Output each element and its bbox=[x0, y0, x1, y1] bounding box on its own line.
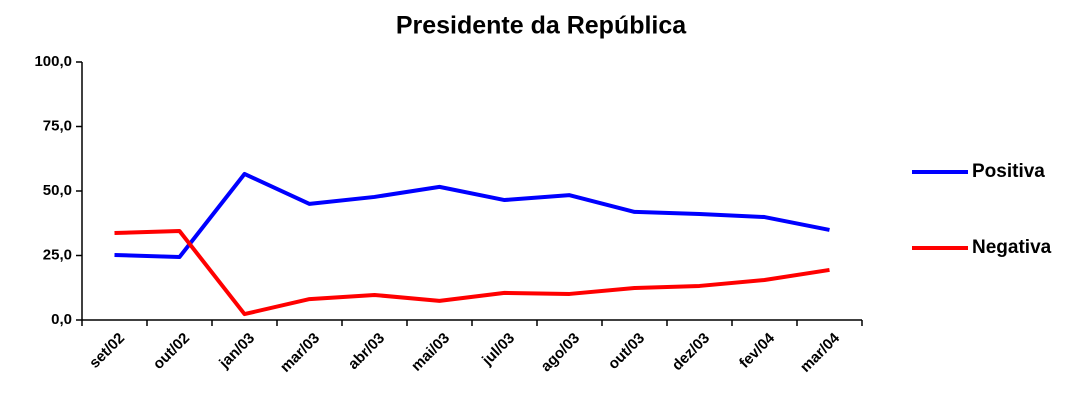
x-tick-label: mai/03 bbox=[408, 330, 453, 375]
x-tick-label: out/02 bbox=[150, 330, 193, 373]
y-tick-label: 0,0 bbox=[51, 311, 72, 328]
legend-label: Positiva bbox=[972, 161, 1045, 182]
x-tick-label: abr/03 bbox=[345, 330, 388, 373]
x-tick-label: dez/03 bbox=[669, 330, 713, 374]
y-tick-label: 75,0 bbox=[43, 117, 72, 134]
legend-label: Negativa bbox=[972, 237, 1052, 258]
x-tick-label: mar/03 bbox=[277, 330, 323, 376]
y-tick-label: 50,0 bbox=[43, 182, 72, 199]
x-tick-label: ago/03 bbox=[538, 330, 584, 376]
series-line bbox=[114, 228, 830, 317]
x-tick-label: out/03 bbox=[605, 330, 648, 373]
y-tick-label: 100,0 bbox=[34, 53, 72, 70]
x-tick-label: mar/04 bbox=[797, 329, 844, 376]
x-tick-label: jan/03 bbox=[215, 330, 258, 373]
x-tick-label: fev/04 bbox=[736, 329, 779, 372]
x-tick-label: set/02 bbox=[86, 330, 128, 372]
x-tick-label: jul/03 bbox=[478, 330, 518, 370]
chart-title: Presidente da República bbox=[396, 12, 687, 40]
series-line bbox=[114, 171, 830, 260]
y-tick-label: 25,0 bbox=[43, 246, 72, 263]
